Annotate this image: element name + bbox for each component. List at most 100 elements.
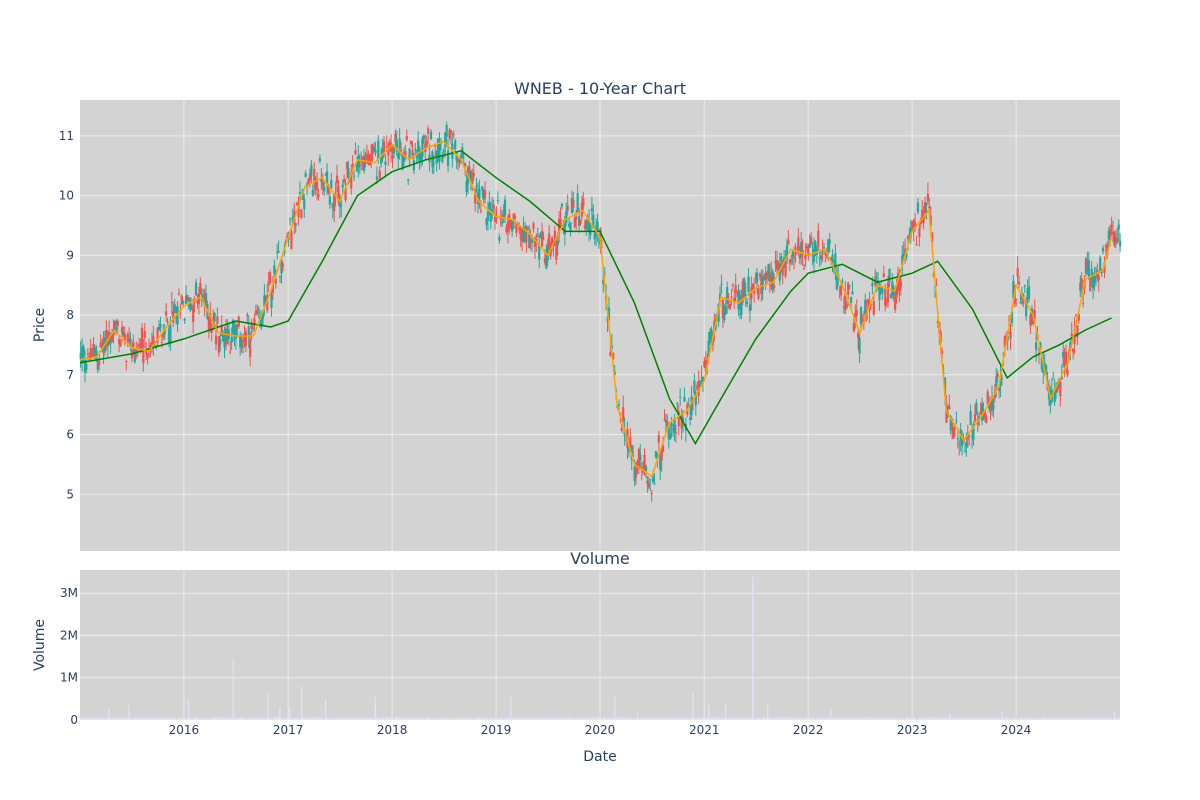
- volume-bar: [81, 717, 83, 720]
- volume-bar: [333, 718, 335, 720]
- volume-bar: [634, 717, 636, 720]
- volume-bar: [1008, 717, 1010, 720]
- candle-down: [139, 343, 142, 349]
- volume-bar: [444, 718, 446, 720]
- volume-bar: [401, 717, 403, 720]
- volume-bar: [121, 717, 122, 720]
- volume-bar: [833, 718, 835, 720]
- candle-down: [468, 166, 471, 177]
- volume-bar: [275, 717, 277, 720]
- volume-bar: [1081, 718, 1083, 720]
- volume-bar: [970, 717, 972, 720]
- candle-up: [707, 340, 710, 358]
- volume-bar: [777, 717, 779, 720]
- volume-bar: [962, 717, 964, 720]
- volume-bar: [571, 719, 573, 720]
- volume-bar: [1052, 717, 1054, 720]
- volume-bar: [124, 717, 126, 720]
- candle-up: [888, 268, 891, 282]
- volume-bar: [474, 718, 476, 720]
- candle-down: [471, 174, 474, 184]
- volume-bar: [322, 719, 324, 720]
- volume-bar: [534, 718, 536, 720]
- volume-bar: [762, 718, 764, 720]
- volume-bar: [861, 717, 863, 720]
- candle-down: [472, 172, 475, 177]
- candle-up: [445, 125, 448, 138]
- volume-bar: [368, 717, 370, 720]
- candle-down: [125, 361, 128, 363]
- candle-up: [1042, 364, 1045, 373]
- volume-bar: [132, 718, 134, 720]
- volume-bar: [750, 718, 752, 720]
- volume-bar: [291, 718, 293, 720]
- volume-bar: [369, 718, 371, 720]
- volume-bar: [481, 717, 483, 720]
- volume-bar: [377, 717, 379, 720]
- volume-bar: [190, 717, 192, 720]
- volume-bar: [229, 717, 231, 720]
- volume-bar: [138, 717, 139, 720]
- candle-up: [304, 173, 307, 177]
- volume-bar: [800, 718, 802, 720]
- volume-bar: [899, 718, 900, 720]
- volume-bar: [523, 718, 525, 720]
- volume-spike-bar: [279, 707, 281, 720]
- volume-spike-bar: [324, 698, 327, 720]
- volume-bar: [888, 718, 890, 720]
- candle-down: [912, 220, 915, 231]
- volume-bar: [1080, 718, 1082, 720]
- candle-up: [653, 483, 656, 485]
- volume-bar: [818, 717, 820, 720]
- volume-bar: [137, 718, 139, 720]
- candle-up: [835, 276, 838, 290]
- candle-up: [745, 301, 749, 305]
- candle-up: [291, 216, 294, 224]
- volume-bar: [93, 718, 94, 720]
- volume-bar: [532, 718, 534, 720]
- volume-bar: [248, 718, 249, 720]
- candle-up: [1101, 247, 1105, 252]
- volume-bar: [990, 717, 992, 720]
- volume-bar: [901, 717, 903, 720]
- volume-bar: [525, 718, 527, 720]
- candle-down: [132, 342, 135, 348]
- volume-bar: [670, 718, 672, 720]
- volume-bar: [753, 718, 755, 720]
- candle-up: [429, 131, 433, 140]
- volume-bar: [536, 717, 538, 720]
- volume-bar: [706, 717, 708, 720]
- volume-bar: [491, 717, 493, 720]
- volume-bar: [568, 717, 570, 720]
- volume-bar: [881, 718, 883, 720]
- volume-bar: [974, 717, 976, 720]
- volume-bar: [977, 717, 979, 720]
- volume-bar: [1051, 718, 1052, 720]
- volume-bar: [845, 718, 847, 720]
- volume-bar: [131, 718, 133, 720]
- candle-down: [562, 225, 565, 227]
- volume-bar: [704, 718, 706, 720]
- candle-up: [943, 377, 947, 396]
- candle-up: [556, 240, 559, 246]
- volume-bar: [109, 717, 111, 720]
- volume-bar: [266, 717, 268, 720]
- volume-bar: [589, 719, 591, 720]
- candle-down: [119, 343, 122, 346]
- volume-bar: [217, 717, 219, 720]
- volume-bar: [570, 717, 572, 720]
- volume-bar: [730, 718, 732, 720]
- candle-down: [794, 254, 797, 256]
- volume-bar: [403, 717, 405, 720]
- volume-bar: [496, 718, 498, 720]
- candle-up: [491, 208, 494, 211]
- volume-bar: [885, 717, 887, 720]
- volume-bar: [693, 717, 695, 720]
- candle-up: [442, 150, 445, 153]
- volume-bar: [189, 717, 191, 720]
- candle-up: [325, 171, 329, 185]
- volume-bar: [1002, 717, 1004, 720]
- volume-bar: [603, 717, 605, 720]
- volume-bar: [537, 717, 539, 720]
- candle-up: [956, 437, 959, 439]
